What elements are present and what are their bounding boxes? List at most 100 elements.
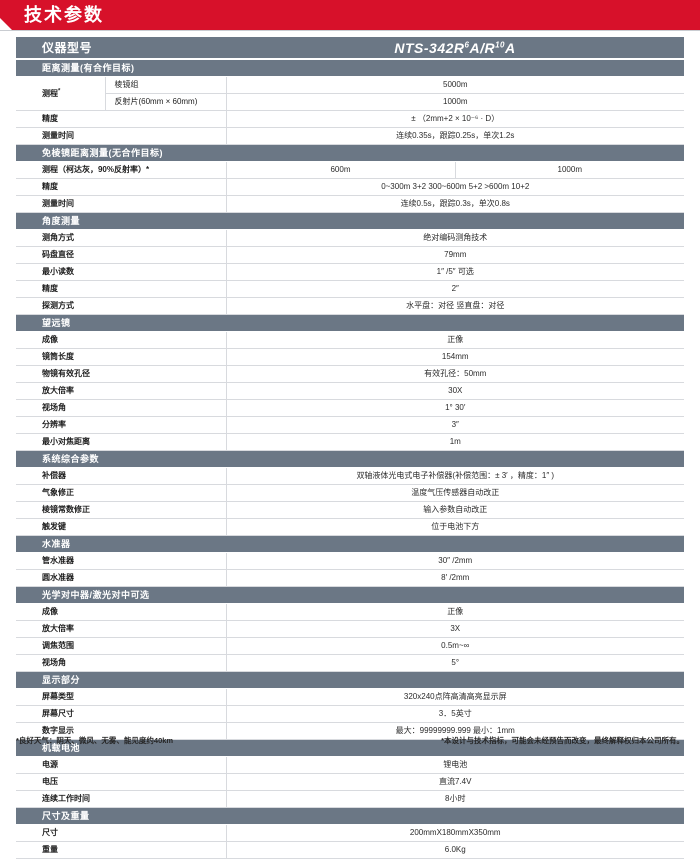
row-label: 测量时间 — [15, 127, 227, 145]
row-label: 精度 — [15, 280, 227, 298]
row-value: 温度气压传感器自动改正 — [226, 484, 684, 502]
row-label: 放大倍率 — [15, 382, 227, 400]
row-label: 最小对焦距离 — [15, 433, 227, 451]
row-label: 补偿器 — [15, 467, 227, 485]
page-title: 技术参数 — [24, 5, 104, 25]
row-label: 测量时间 — [15, 195, 227, 213]
row-value: 直流7.4V — [226, 773, 684, 791]
row-value: 水平盘：对径 竖直盘：对径 — [226, 297, 684, 315]
table-row: 放大倍率 30X — [15, 382, 684, 400]
row-label: 测角方式 — [15, 229, 227, 247]
row-value: 6.0Kg — [226, 841, 684, 859]
table-row: 触发键 位于电池下方 — [15, 518, 684, 536]
row-label: 屏幕尺寸 — [15, 705, 227, 723]
model-suffix: A — [505, 39, 516, 56]
section-header-optical-plummet: 光学对中器/激光对中可选 — [15, 586, 684, 604]
section-title: 距离测量(有合作目标) — [15, 59, 684, 77]
row-label: 调焦范围 — [15, 637, 227, 655]
row-label: 分辨率 — [15, 416, 227, 434]
row-value: 0~300m 3+2 300~600m 5+2 >600m 10+2 — [226, 178, 684, 196]
table-row: 重量 6.0Kg — [15, 841, 684, 859]
table-row: 尺寸 200mmX180mmX350mm — [15, 824, 684, 842]
row-sublabel: 反射片(60mm × 60mm) — [105, 93, 227, 111]
row-label: 电压 — [15, 773, 227, 791]
row-value: 8′ /2mm — [226, 569, 684, 587]
section-header-level: 水准器 — [15, 535, 684, 553]
footnotes: *良好天气：阴天、微风、无雾、能见度约40km *本设计与技术指标，可能会未经预… — [0, 735, 700, 746]
row-value: 正像 — [226, 603, 684, 621]
row-label: 棱镜常数修正 — [15, 501, 227, 519]
specifications-table: 仪器型号 NTS-342R6A/R10A 距离测量(有合作目标) 测程* 棱镜组… — [15, 37, 684, 859]
row-value: 3″ — [226, 416, 684, 434]
table-row: 精度 2″ — [15, 280, 684, 298]
row-label: 镜筒长度 — [15, 348, 227, 366]
row-value: 0.5m~∞ — [226, 637, 684, 655]
row-value: 锂电池 — [226, 756, 684, 774]
section-header-system: 系统综合参数 — [15, 450, 684, 468]
model-row: 仪器型号 NTS-342R6A/R10A — [15, 37, 684, 60]
row-value: 1m — [226, 433, 684, 451]
row-value: 3．5英寸 — [226, 705, 684, 723]
row-value: 79mm — [226, 246, 684, 264]
table-row: 测角方式 绝对编码测角技术 — [15, 229, 684, 247]
row-label: 圆水准器 — [15, 569, 227, 587]
table-row: 成像 正像 — [15, 331, 684, 349]
table-row: 连续工作时间 8小时 — [15, 790, 684, 808]
row-label: 视场角 — [15, 399, 227, 417]
table-row: 分辨率 3″ — [15, 416, 684, 434]
row-label: 连续工作时间 — [15, 790, 227, 808]
banner-background — [0, 0, 700, 30]
table-row: 数字显示 最大：99999999.999 最小：1mm — [15, 722, 684, 740]
table-row: 视场角 5° — [15, 654, 684, 672]
spec-table-wrapper: 仪器型号 NTS-342R6A/R10A 距离测量(有合作目标) 测程* 棱镜组… — [0, 30, 700, 859]
section-header-dimensions: 尺寸及重量 — [15, 807, 684, 825]
row-value: 连续0.5s，跟踪0.3s，单次0.8s — [226, 195, 684, 213]
table-row: 最小对焦距离 1m — [15, 433, 684, 451]
section-header-telescope: 望远镜 — [15, 314, 684, 332]
row-value: 绝对编码测角技术 — [226, 229, 684, 247]
row-value: 2″ — [226, 280, 684, 298]
table-row: 测程（柯达灰，90%反射率）* 600m 1000m — [15, 161, 684, 179]
table-row: 屏幕尺寸 3．5英寸 — [15, 705, 684, 723]
row-label: 精度 — [15, 110, 227, 128]
model-row-value: NTS-342R6A/R10A — [226, 37, 684, 60]
table-row: 补偿器 双轴液体光电式电子补偿器(补偿范围：± 3′ ，精度：1″ ) — [15, 467, 684, 485]
row-value: 200mmX180mmX350mm — [226, 824, 684, 842]
row-label-asterisk: * — [57, 87, 61, 94]
table-row: 探测方式 水平盘：对径 竖直盘：对径 — [15, 297, 684, 315]
page-banner: 技术参数 — [0, 0, 700, 30]
row-value: 1° 30′ — [226, 399, 684, 417]
footnote-disclaimer: *本设计与技术指标，可能会未经预告而改变，最终解释权归本公司所有。 — [441, 736, 684, 745]
model-prefix: NTS-342R — [394, 39, 465, 56]
row-label: 成像 — [15, 331, 227, 349]
row-label: 探测方式 — [15, 297, 227, 315]
section-title: 光学对中器/激光对中可选 — [15, 586, 684, 604]
model-sup-1: 6 — [464, 39, 470, 49]
table-row: 棱镜常数修正 输入参数自动改正 — [15, 501, 684, 519]
table-row: 镜筒长度 154mm — [15, 348, 684, 366]
row-value: 30X — [226, 382, 684, 400]
footnote-weather: *良好天气：阴天、微风、无雾、能见度约40km — [16, 736, 174, 745]
section-header-display: 显示部分 — [15, 671, 684, 689]
row-label: 数字显示 — [15, 722, 227, 740]
section-header-angle: 角度测量 — [15, 212, 684, 230]
row-value: 320x240点阵高清高亮显示屏 — [226, 688, 684, 706]
row-label: 物镜有效孔径 — [15, 365, 227, 383]
row-label: 测程（柯达灰，90%反射率）* — [15, 161, 227, 179]
row-value: 8小时 — [226, 790, 684, 808]
row-label: 屏幕类型 — [15, 688, 227, 706]
model-row-label: 仪器型号 — [15, 37, 226, 60]
row-label: 电源 — [15, 756, 227, 774]
row-label: 码盘直径 — [15, 246, 227, 264]
table-row: 电源 锂电池 — [15, 756, 684, 774]
row-value: ± （2mm+2 × 10⁻⁶ · D） — [226, 110, 684, 128]
row-label-text: 测程 — [41, 88, 58, 98]
table-row: 测量时间 连续0.5s，跟踪0.3s，单次0.8s — [15, 195, 684, 213]
spec-table-body: 仪器型号 NTS-342R6A/R10A 距离测量(有合作目标) 测程* 棱镜组… — [15, 37, 684, 859]
table-row: 视场角 1° 30′ — [15, 399, 684, 417]
section-title: 望远镜 — [15, 314, 684, 332]
table-row: 码盘直径 79mm — [15, 246, 684, 264]
row-label: 管水准器 — [15, 552, 227, 570]
model-sup-2: 10 — [495, 39, 505, 49]
row-value-left: 600m — [226, 161, 456, 179]
